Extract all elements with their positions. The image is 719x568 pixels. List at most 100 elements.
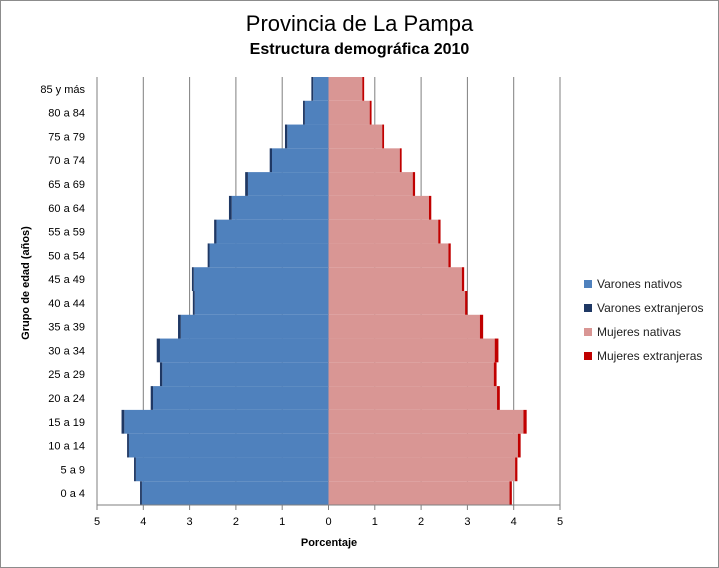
bar-mujeres-extranjeras: [369, 100, 372, 125]
x-tick-label: 5: [94, 516, 100, 528]
x-axis-title: Porcentaje: [300, 537, 358, 549]
bar-mujeres-extranjeras: [448, 243, 451, 268]
x-tick-label: 4: [511, 516, 517, 528]
bar-varones-nativos: [141, 481, 329, 505]
legend-label: Varones nativos: [597, 277, 683, 291]
bar-mujeres-nativas: [328, 124, 383, 149]
bar-varones-nativos: [159, 338, 329, 363]
x-tick-label: 4: [140, 516, 146, 528]
bar-mujeres-nativas: [328, 219, 439, 244]
category-label: 55 a 59: [48, 227, 85, 239]
legend-label: Varones extranjeros: [597, 301, 704, 315]
category-label: 65 a 69: [48, 179, 85, 191]
x-tick-label: 2: [233, 516, 239, 528]
y-axis-title: Grupo de edad (años): [20, 226, 32, 340]
legend-swatch: [584, 304, 592, 312]
x-tick-label: 0: [325, 516, 331, 528]
bar-varones-nativos: [128, 433, 329, 458]
bar-varones-extranjeros: [150, 386, 154, 410]
bar-mujeres-nativas: [328, 409, 524, 434]
bar-varones-extranjeros: [127, 433, 129, 458]
bar-mujeres-nativas: [328, 481, 510, 505]
bar-mujeres-nativas: [328, 172, 413, 196]
bar-varones-extranjeros: [140, 481, 142, 505]
bar-mujeres-extranjeras: [509, 481, 512, 505]
bar-mujeres-nativas: [328, 457, 516, 482]
bar-varones-nativos: [304, 100, 329, 125]
legend-item-varones-extranjeros: Varones extranjeros: [584, 296, 704, 320]
bar-mujeres-extranjeras: [362, 77, 365, 101]
category-label: 35 a 39: [48, 322, 85, 334]
bar-varones-nativos: [193, 267, 329, 291]
x-tick-label: 5: [557, 516, 563, 528]
bar-varones-extranjeros: [228, 195, 232, 220]
bar-varones-nativos: [247, 172, 329, 196]
bar-varones-extranjeros: [214, 219, 217, 244]
bar-varones-nativos: [313, 77, 329, 101]
chart-title: Provincia de La Pampa: [245, 11, 474, 36]
bar-mujeres-nativas: [328, 100, 370, 125]
category-label: 45 a 49: [48, 274, 85, 286]
bar-varones-extranjeros: [159, 362, 163, 387]
bar-varones-extranjeros: [284, 124, 288, 149]
category-label: 30 a 34: [48, 345, 85, 357]
bar-mujeres-nativas: [328, 267, 462, 291]
category-label: 50 a 54: [48, 250, 85, 262]
bar-varones-extranjeros: [303, 100, 305, 125]
bar-mujeres-nativas: [328, 291, 466, 315]
category-label: 10 a 14: [48, 441, 85, 453]
bar-mujeres-nativas: [328, 148, 400, 173]
bar-varones-nativos: [231, 195, 329, 220]
category-label: 15 a 19: [48, 417, 85, 429]
bar-varones-extranjeros: [156, 338, 160, 363]
bar-mujeres-extranjeras: [479, 314, 484, 339]
bar-mujeres-extranjeras: [382, 124, 385, 149]
category-label: 60 a 64: [48, 203, 85, 215]
bar-mujeres-extranjeras: [465, 291, 468, 315]
bar-mujeres-extranjeras: [523, 409, 527, 434]
x-tick-label: 1: [372, 516, 378, 528]
bar-varones-nativos: [287, 124, 329, 149]
legend-swatch: [584, 328, 592, 336]
category-label: 80 a 84: [48, 108, 85, 120]
bar-varones-extranjeros: [245, 172, 248, 196]
bar-varones-nativos: [135, 457, 329, 482]
bar-varones-extranjeros: [178, 314, 181, 339]
bar-varones-nativos: [216, 219, 329, 244]
bar-varones-nativos: [162, 362, 329, 387]
bar-mujeres-nativas: [328, 362, 494, 387]
legend-swatch: [584, 352, 592, 360]
bar-varones-extranjeros: [269, 148, 273, 173]
bar-mujeres-nativas: [328, 195, 429, 220]
legend-item-mujeres-extranjeras: Mujeres extranjeras: [584, 344, 704, 368]
bar-mujeres-nativas: [328, 77, 363, 101]
bar-varones-extranjeros: [311, 77, 314, 101]
category-label: 70 a 74: [48, 155, 85, 167]
category-label: 5 a 9: [61, 464, 85, 476]
bar-mujeres-extranjeras: [412, 172, 416, 196]
bar-mujeres-extranjeras: [494, 338, 499, 363]
category-label: 0 a 4: [61, 488, 85, 500]
bar-mujeres-extranjeras: [428, 195, 432, 220]
bar-mujeres-nativas: [328, 433, 518, 458]
x-tick-label: 3: [464, 516, 470, 528]
bar-varones-nativos: [153, 386, 329, 410]
x-tick-label: 2: [418, 516, 424, 528]
bar-mujeres-extranjeras: [438, 219, 441, 244]
bar-varones-nativos: [194, 291, 329, 315]
bar-varones-extranjeros: [192, 291, 195, 315]
bar-varones-nativos: [124, 409, 329, 434]
legend-label: Mujeres nativas: [597, 325, 682, 339]
legend: Varones nativos Varones extranjeros Muje…: [584, 272, 704, 368]
legend-label: Mujeres extranjeras: [597, 349, 703, 363]
bar-varones-extranjeros: [121, 409, 125, 434]
x-tick-label: 3: [187, 516, 193, 528]
bar-mujeres-nativas: [328, 386, 498, 410]
bar-mujeres-extranjeras: [517, 433, 521, 458]
bar-varones-extranjeros: [191, 267, 194, 291]
bar-varones-extranjeros: [134, 457, 136, 482]
legend-item-varones-nativos: Varones nativos: [584, 272, 704, 296]
bar-mujeres-nativas: [328, 338, 495, 363]
category-label: 20 a 24: [48, 393, 85, 405]
